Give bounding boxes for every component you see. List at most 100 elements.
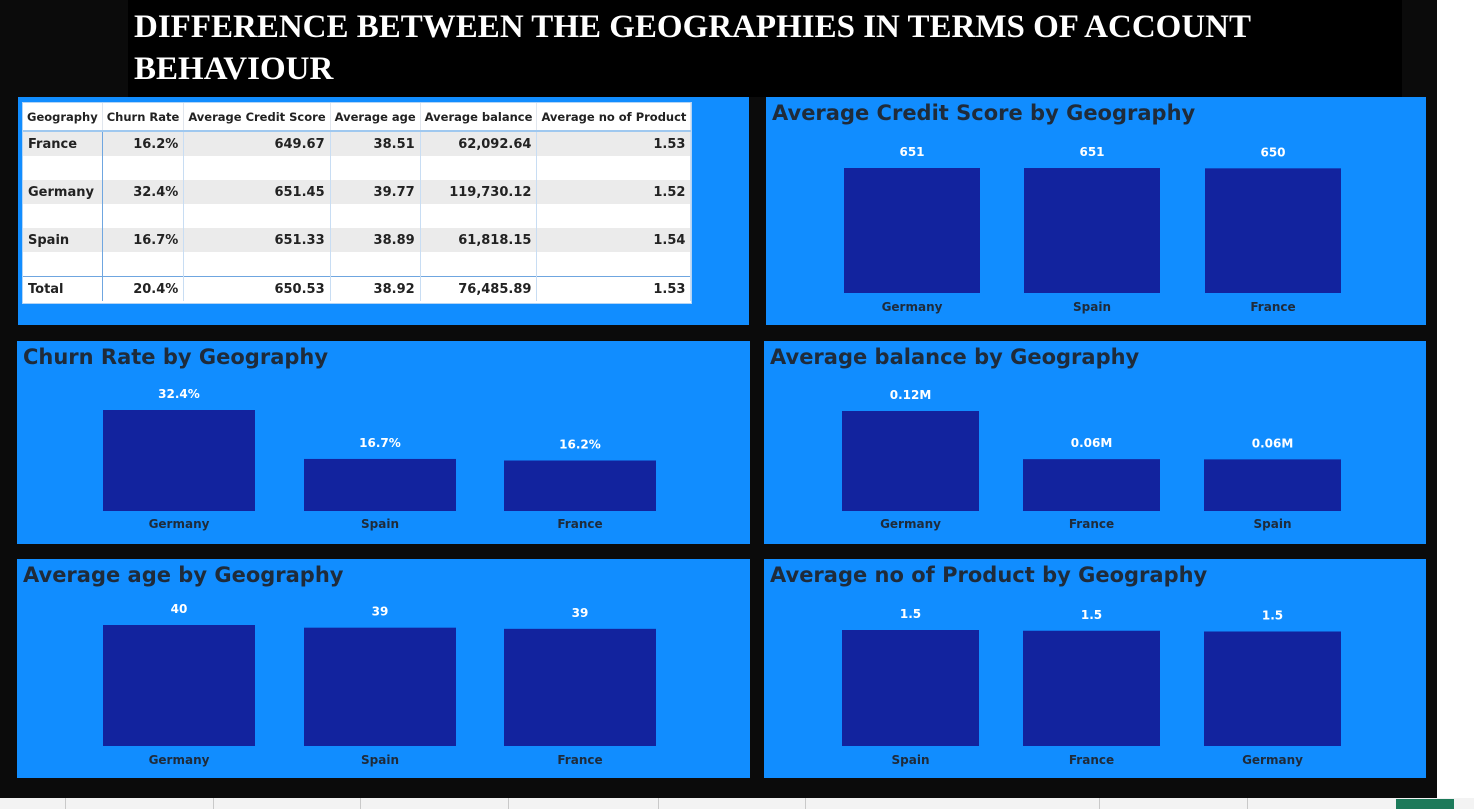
data-label: 651 bbox=[899, 145, 924, 159]
data-label: 1.5 bbox=[1262, 609, 1283, 623]
category-label: Germany bbox=[882, 300, 943, 314]
data-label: 39 bbox=[572, 606, 589, 620]
product-chart-panel[interactable]: Average no of Product by Geography 1.5 Sp… bbox=[764, 559, 1426, 778]
cell-credit-score: 649.67 bbox=[183, 131, 331, 156]
cell-age: 38.89 bbox=[330, 228, 421, 252]
tab-divider bbox=[805, 798, 806, 809]
tab-divider bbox=[65, 798, 66, 809]
category-label: Spain bbox=[361, 753, 399, 767]
table-total-row: Total 20.4% 650.53 38.92 76,485.89 1.53 bbox=[23, 276, 692, 301]
col-header-credit-score[interactable]: Average Credit Score bbox=[183, 103, 331, 132]
category-label: Germany bbox=[1242, 753, 1303, 767]
bar-spain[interactable] bbox=[842, 630, 979, 746]
geography-table[interactable]: Geography Churn Rate Average Credit Scor… bbox=[22, 102, 692, 304]
data-label: 651 bbox=[1079, 145, 1104, 159]
cell-products: 1.52 bbox=[536, 180, 692, 204]
col-header-geography[interactable]: Geography bbox=[23, 103, 103, 132]
bar-france[interactable] bbox=[1023, 459, 1160, 511]
bar-germany[interactable] bbox=[103, 410, 255, 511]
category-label: Spain bbox=[1073, 300, 1111, 314]
category-label: Spain bbox=[1254, 517, 1292, 531]
churn-rate-chart-panel[interactable]: Churn Rate by Geography 32.4% Germany 16.7… bbox=[17, 341, 750, 544]
age-chart-panel[interactable]: Average age by Geography 40 Germany 39 Spai… bbox=[17, 559, 750, 778]
data-label: 0.06M bbox=[1071, 436, 1113, 450]
table-row: Spain 16.7% 651.33 38.89 61,818.15 1.54 bbox=[23, 228, 692, 252]
category-label: France bbox=[1250, 300, 1295, 314]
table-spacer-row bbox=[23, 156, 692, 180]
data-label: 0.06M bbox=[1252, 436, 1294, 450]
data-label: 40 bbox=[171, 602, 188, 616]
data-label: 0.12M bbox=[890, 388, 932, 402]
product-chart-title: Average no of Product by Geography bbox=[770, 563, 1208, 587]
data-label: 650 bbox=[1260, 145, 1285, 159]
cell-churn-rate: 16.2% bbox=[102, 131, 185, 156]
tab-divider bbox=[508, 798, 509, 809]
cell-credit-score: 651.45 bbox=[183, 180, 331, 204]
cell-balance: 61,818.15 bbox=[420, 228, 538, 252]
active-page-tab[interactable] bbox=[1396, 799, 1454, 809]
cell-geography: Germany bbox=[23, 180, 103, 204]
tab-divider bbox=[1247, 798, 1248, 809]
data-label: 39 bbox=[372, 605, 389, 619]
cell-geography: France bbox=[23, 131, 103, 156]
cell-churn-rate: 16.7% bbox=[102, 228, 185, 252]
table-row: Germany 32.4% 651.45 39.77 119,730.12 1.… bbox=[23, 180, 692, 204]
cell-credit-score: 651.33 bbox=[183, 228, 331, 252]
bar-spain[interactable] bbox=[1204, 459, 1341, 511]
col-header-products[interactable]: Average no of Product bbox=[536, 103, 692, 132]
col-header-age[interactable]: Average age bbox=[330, 103, 421, 132]
table-row: France 16.2% 649.67 38.51 62,092.64 1.53 bbox=[23, 131, 692, 156]
cell-balance: 62,092.64 bbox=[420, 131, 538, 156]
category-label: Spain bbox=[892, 753, 930, 767]
bar-germany[interactable] bbox=[1204, 631, 1341, 746]
tab-divider bbox=[213, 798, 214, 809]
bar-spain[interactable] bbox=[1024, 168, 1160, 293]
page-tab-strip bbox=[0, 798, 1474, 809]
category-label: Germany bbox=[880, 517, 941, 531]
credit-score-chart-title: Average Credit Score by Geography bbox=[772, 101, 1196, 125]
bar-germany[interactable] bbox=[844, 168, 980, 293]
bar-germany[interactable] bbox=[842, 411, 979, 511]
balance-chart: 0.12M Germany 0.06M France 0.06M Spain bbox=[842, 388, 1341, 531]
data-label: 1.5 bbox=[900, 607, 921, 621]
bar-france[interactable] bbox=[1023, 630, 1160, 746]
data-label: 32.4% bbox=[158, 387, 200, 401]
total-credit-score: 650.53 bbox=[183, 276, 331, 301]
bar-spain[interactable] bbox=[304, 627, 456, 746]
col-header-churn-rate[interactable]: Churn Rate bbox=[102, 103, 185, 132]
credit-score-chart: 651 Germany 651 Spain 650 France bbox=[844, 145, 1341, 314]
bar-france[interactable] bbox=[1205, 168, 1341, 293]
total-churn-rate: 20.4% bbox=[102, 276, 185, 301]
cell-age: 39.77 bbox=[330, 180, 421, 204]
bar-france[interactable] bbox=[504, 628, 656, 746]
age-chart-title: Average age by Geography bbox=[23, 563, 344, 587]
credit-score-chart-panel[interactable]: Average Credit Score by Geography 651 Ger… bbox=[766, 97, 1426, 325]
bar-france[interactable] bbox=[504, 460, 656, 512]
balance-chart-panel[interactable]: Average balance by Geography 0.12M German… bbox=[764, 341, 1426, 544]
category-label: Germany bbox=[149, 517, 210, 531]
category-label: France bbox=[1069, 753, 1114, 767]
product-chart: 1.5 Spain 1.5 France 1.5 Germany bbox=[842, 607, 1341, 767]
category-label: France bbox=[557, 753, 602, 767]
churn-rate-chart-title: Churn Rate by Geography bbox=[23, 345, 329, 369]
bar-germany[interactable] bbox=[103, 625, 255, 746]
total-balance: 76,485.89 bbox=[420, 276, 538, 301]
cell-age: 38.51 bbox=[330, 131, 421, 156]
col-header-balance[interactable]: Average balance bbox=[420, 103, 538, 132]
category-label: Spain bbox=[361, 517, 399, 531]
data-label: 16.2% bbox=[559, 438, 601, 452]
total-label: Total bbox=[23, 276, 103, 301]
table-spacer-row bbox=[23, 252, 692, 277]
category-label: France bbox=[1069, 517, 1114, 531]
bar-spain[interactable] bbox=[304, 458, 456, 511]
total-products: 1.53 bbox=[536, 276, 692, 301]
cell-churn-rate: 32.4% bbox=[102, 180, 185, 204]
tab-divider bbox=[658, 798, 659, 809]
report-title: DIFFERENCE BETWEEN THE GEOGRAPHIES IN TE… bbox=[134, 9, 1251, 87]
cell-balance: 119,730.12 bbox=[420, 180, 538, 204]
category-label: Germany bbox=[149, 753, 210, 767]
churn-rate-chart: 32.4% Germany 16.7% Spain 16.2% France bbox=[103, 387, 656, 531]
data-label: 16.7% bbox=[359, 436, 401, 450]
data-label: 1.5 bbox=[1081, 608, 1102, 622]
title-bar: DIFFERENCE BETWEEN THE GEOGRAPHIES IN TE… bbox=[128, 0, 1402, 97]
